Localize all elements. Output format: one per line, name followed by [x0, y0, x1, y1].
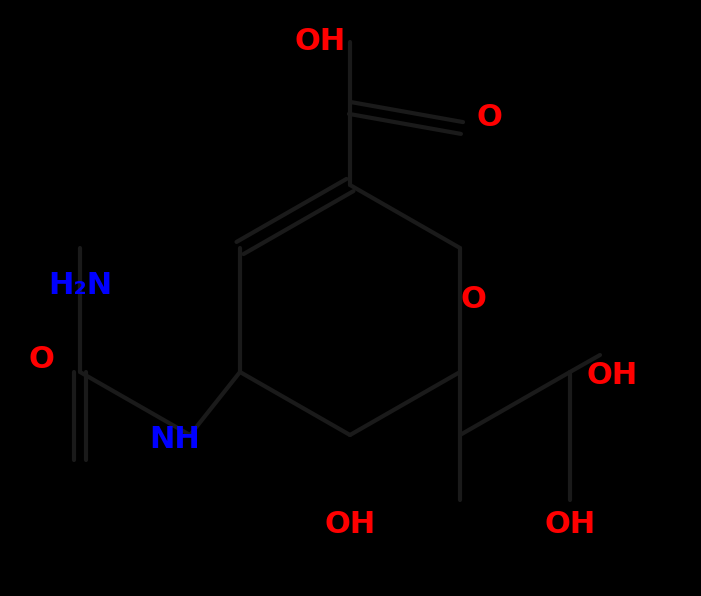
Text: O: O — [476, 104, 502, 132]
Text: OH: OH — [586, 361, 637, 390]
Text: O: O — [28, 346, 54, 374]
Text: OH: OH — [325, 510, 376, 539]
Text: NH: NH — [149, 426, 200, 455]
Text: O: O — [460, 285, 486, 315]
Text: OH: OH — [545, 510, 596, 539]
Text: OH: OH — [294, 27, 346, 57]
Text: H₂N: H₂N — [48, 271, 112, 300]
